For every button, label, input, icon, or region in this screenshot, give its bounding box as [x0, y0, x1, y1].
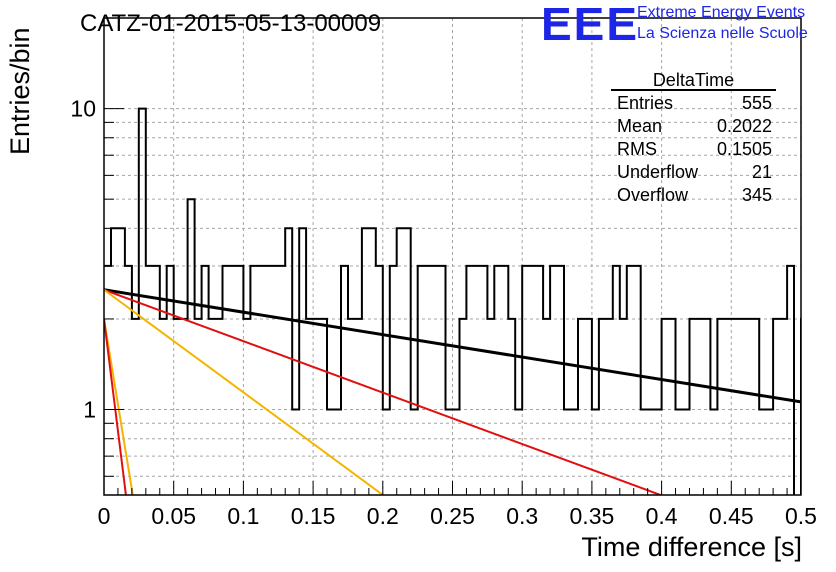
- axis-ticks: [103, 17, 802, 495]
- histogram-line: [104, 107, 801, 495]
- stats-value: 21: [751, 162, 772, 182]
- stats-key: Mean: [617, 116, 663, 136]
- stats-row-entries: Entries 555: [617, 93, 772, 115]
- fit-curve: [104, 288, 801, 404]
- x-tick-label: 0.45: [709, 503, 754, 529]
- y-tick-label: 1: [83, 397, 96, 423]
- stats-key: RMS: [617, 139, 657, 159]
- stats-row-overflow: Overflow 345: [617, 185, 772, 207]
- x-tick-label: 0.1: [227, 503, 259, 529]
- stats-rule: [611, 89, 776, 91]
- logo-line-2: La Scienza nelle Scuole: [637, 25, 808, 42]
- x-tick-label: 0.4: [646, 503, 678, 529]
- fit-curves: [104, 288, 801, 495]
- x-tick-label: 0.5: [785, 503, 817, 529]
- stats-value: 345: [741, 185, 772, 205]
- stats-row-mean: Mean 0.2022: [617, 116, 772, 138]
- logo-line-1: Extreme Energy Events: [637, 4, 806, 21]
- y-axis-label: Entries/bin: [5, 27, 35, 155]
- fit-curve: [104, 288, 664, 495]
- eee-logo: EEE: [541, 0, 640, 50]
- histogram-bars: [104, 107, 801, 495]
- x-axis-label: Time difference [s]: [581, 532, 802, 562]
- stats-title: DeltaTime: [652, 70, 735, 90]
- stats-value: 0.1505: [716, 139, 772, 159]
- stats-box: DeltaTime Entries 555 Mean 0.2022 RMS 0.…: [611, 68, 776, 210]
- x-tick-label: 0.2: [367, 503, 399, 529]
- stats-key: Entries: [617, 93, 674, 113]
- x-tick-label: 0: [98, 503, 111, 529]
- stats-row-rms: RMS 0.1505: [617, 139, 772, 161]
- fit-curve: [104, 288, 385, 495]
- run-title: CATZ-01-2015-05-13-00009: [80, 10, 382, 37]
- stats-key: Overflow: [617, 185, 689, 205]
- x-tick-label: 0.25: [430, 503, 475, 529]
- stats-value: 0.2022: [716, 116, 772, 136]
- y-tick-label: 10: [70, 96, 96, 122]
- tick-labels: 0 0.05 0.1 0.15 0.2 0.25 0.3 0.35 0.4 0.45 0.5 1 10: [70, 96, 817, 529]
- x-tick-label: 0.3: [506, 503, 538, 529]
- x-tick-label: 0.35: [570, 503, 615, 529]
- x-tick-label: 0.05: [151, 503, 196, 529]
- fit-curve: [104, 318, 134, 495]
- stats-value: 555: [741, 93, 772, 113]
- x-tick-label: 0.15: [291, 503, 336, 529]
- stats-key: Underflow: [617, 162, 699, 182]
- fit-curve: [104, 318, 127, 495]
- stats-row-underflow: Underflow 21: [617, 162, 772, 184]
